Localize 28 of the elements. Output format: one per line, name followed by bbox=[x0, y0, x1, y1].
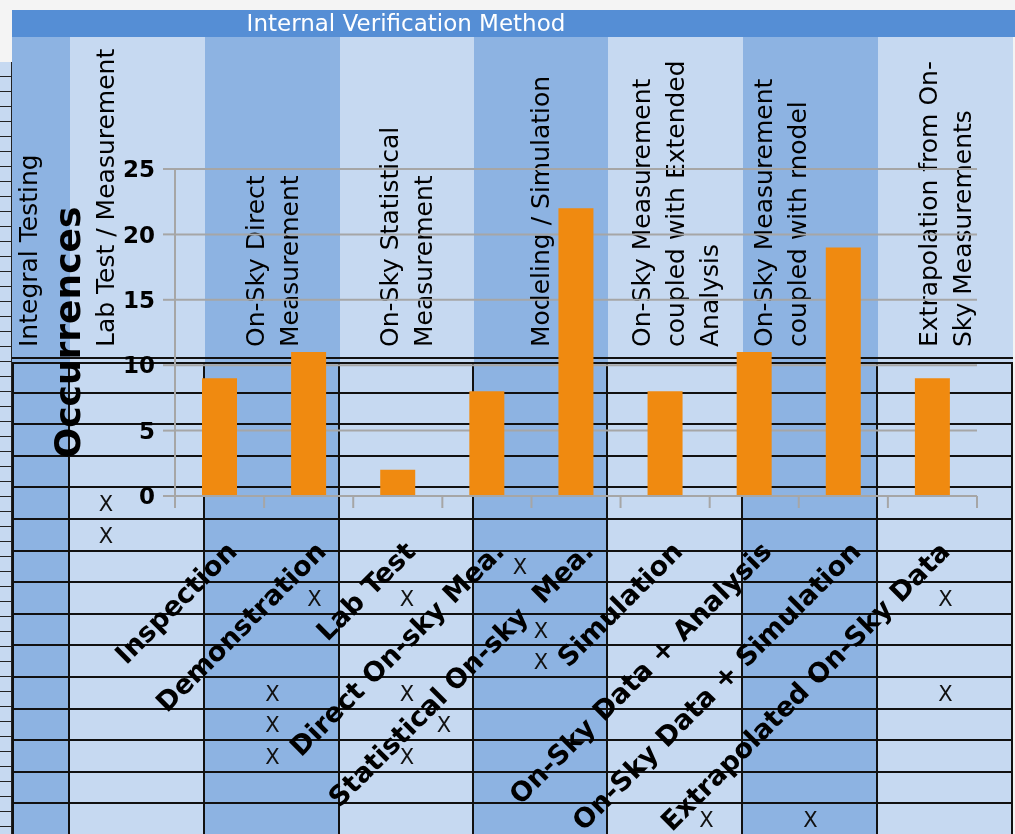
text: X bbox=[265, 744, 280, 769]
y-tick-label: 0 bbox=[138, 483, 155, 510]
bar bbox=[469, 391, 505, 496]
text: X bbox=[938, 681, 953, 706]
text: X bbox=[98, 491, 114, 516]
category-label: Lab Test / Measurement bbox=[90, 47, 121, 347]
text: X bbox=[98, 523, 114, 548]
category-label: On-Sky Direct Measurement bbox=[239, 174, 305, 347]
bar bbox=[736, 352, 772, 496]
text: X bbox=[533, 618, 549, 643]
y-axis-title: Occurrences bbox=[46, 206, 88, 459]
bar bbox=[647, 391, 683, 496]
y-tick-label: 15 bbox=[122, 286, 155, 313]
category-label: On-Sky Statistical Measurement bbox=[374, 125, 439, 347]
y-tick-label: 25 bbox=[122, 156, 155, 183]
bar bbox=[202, 378, 237, 496]
text: Internal Verification Method bbox=[246, 10, 566, 37]
bar bbox=[914, 378, 950, 496]
text: X bbox=[512, 554, 528, 579]
y-tick-label: 20 bbox=[122, 221, 155, 248]
y-tick-label: 5 bbox=[138, 417, 155, 444]
bar bbox=[380, 469, 416, 496]
category-label: Integral Testing bbox=[13, 153, 44, 347]
category-label: On-Sky Measurement coupled with Extended Analysis bbox=[625, 59, 725, 347]
category-label: On-Sky Measurement coupled with model bbox=[748, 77, 813, 347]
text: X bbox=[265, 712, 280, 737]
text: X bbox=[533, 649, 549, 674]
category-label: Modeling / Simulation bbox=[525, 74, 556, 347]
